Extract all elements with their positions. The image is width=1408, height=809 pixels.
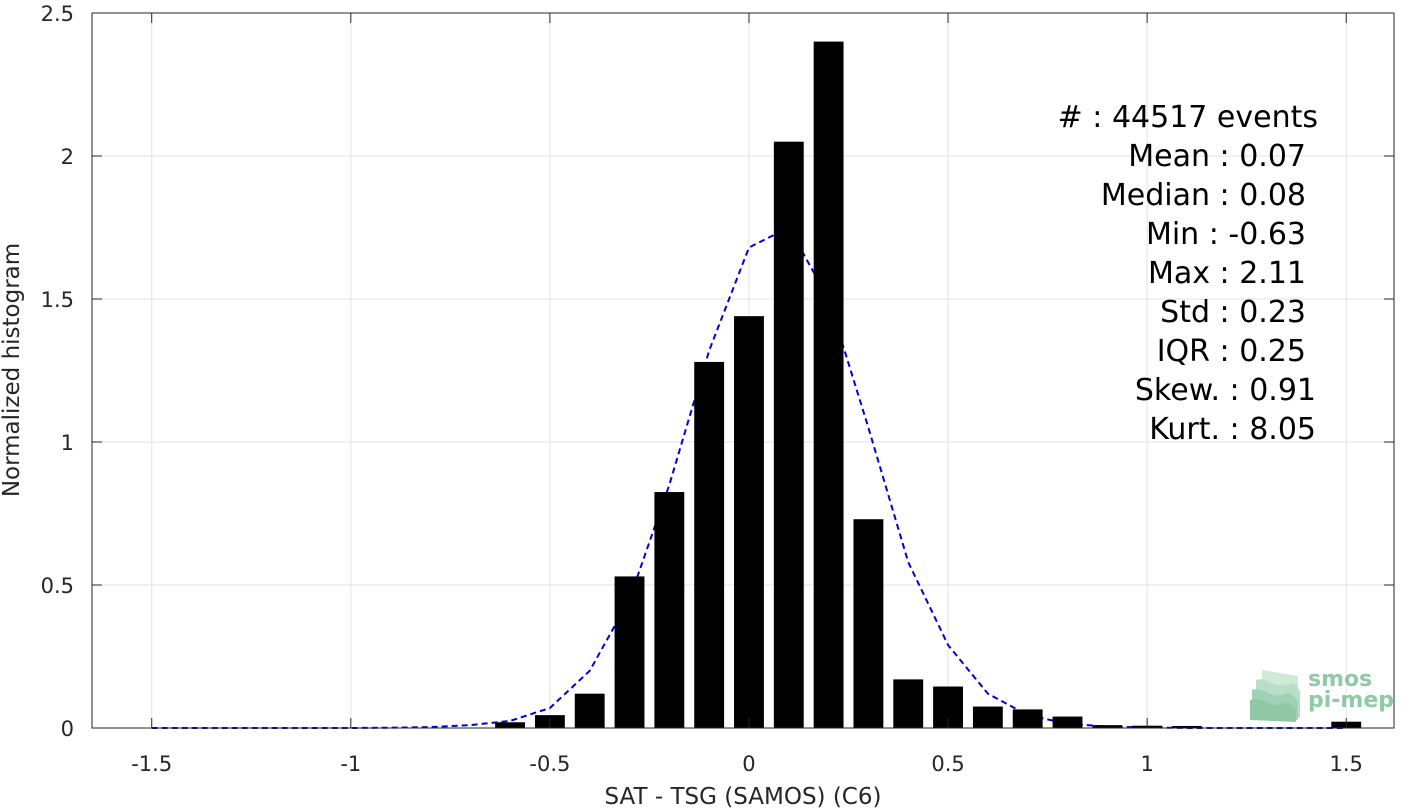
stat-line: Max : 2.11 (1148, 256, 1306, 291)
y-tick-label: 2.5 (41, 2, 74, 26)
logo-text-line1: smos (1308, 667, 1372, 692)
histogram-bar (574, 693, 605, 728)
histogram-bar (813, 41, 844, 729)
y-tick-label: 0.5 (41, 574, 74, 598)
y-tick-label: 0 (61, 717, 74, 741)
bars-layer (495, 41, 1362, 729)
x-tick-label: 1.5 (1330, 752, 1363, 776)
x-tick-label: 0 (742, 752, 755, 776)
stats-box: # : 44517 events Mean : 0.07 Median : 0.08… (1058, 100, 1318, 447)
stat-line: IQR : 0.25 (1157, 334, 1306, 369)
stat-line: Median : 0.08 (1101, 178, 1306, 213)
histogram-bar (694, 361, 725, 728)
stat-line: # : 44517 events (1058, 100, 1318, 135)
histogram-bar (853, 519, 884, 728)
y-tick-label: 1 (61, 431, 74, 455)
x-tick-label: -0.5 (529, 752, 570, 776)
x-axis-label: SAT - TSG (SAMOS) (C6) (605, 784, 882, 809)
axis-ticks: -1.5 -1 -0.5 0 0.5 1 1.5 0 0.5 1 1.5 2 2.5 (41, 2, 1394, 776)
x-tick-label: -1.5 (131, 752, 172, 776)
stat-line: Skew. : 0.91 (1135, 373, 1316, 408)
stat-line: Min : -0.63 (1146, 217, 1306, 252)
histogram-bar (893, 679, 924, 728)
histogram-bar (773, 141, 804, 728)
plot-frame (91, 12, 1395, 729)
stat-line: Std : 0.23 (1160, 295, 1306, 330)
y-tick-label: 1.5 (41, 288, 74, 312)
histogram-bar (654, 492, 685, 728)
histogram-bar (1172, 725, 1202, 728)
histogram-bar (614, 576, 645, 728)
logo-text-line2: pi-mep (1308, 688, 1394, 713)
y-axis-label: Normalized histogram (0, 243, 25, 497)
x-tick-label: -1 (340, 752, 361, 776)
smos-pi-mep-logo: smos pi-mep (1250, 667, 1394, 722)
x-tick-label: 1 (1140, 752, 1153, 776)
stat-line: Mean : 0.07 (1128, 139, 1306, 174)
histogram-bar (972, 706, 1003, 728)
histogram-bar (734, 316, 764, 728)
y-tick-label: 2 (61, 145, 74, 169)
histogram-bar (1012, 709, 1043, 728)
histogram-bar (1052, 716, 1083, 728)
logo-wave-icon (1250, 670, 1300, 722)
histogram-bar (495, 722, 526, 728)
x-tick-label: 0.5 (931, 752, 964, 776)
histogram-bar (1092, 725, 1123, 728)
stat-line: Kurt. : 8.05 (1149, 412, 1316, 447)
